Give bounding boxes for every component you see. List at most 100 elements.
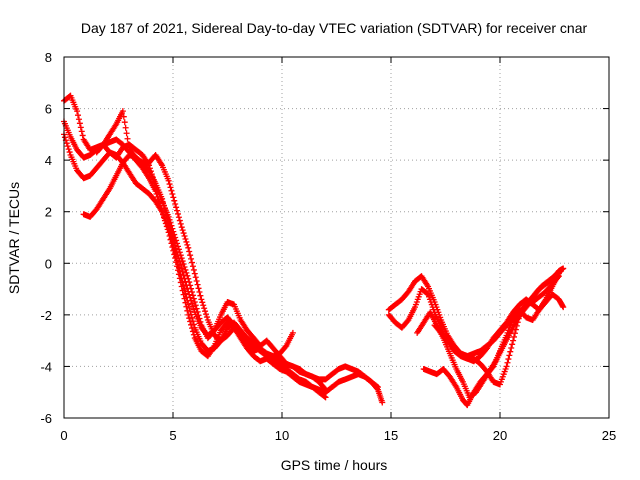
data-point (125, 141, 132, 148)
data-point (191, 270, 198, 277)
y-tick-label: -6 (40, 411, 52, 426)
data-point (194, 281, 201, 288)
data-point (200, 302, 207, 309)
data-point (74, 108, 81, 115)
data-point (379, 399, 386, 406)
data-point (182, 235, 189, 242)
y-tick-label: -2 (40, 308, 52, 323)
data-point (122, 124, 129, 131)
y-tick-label: 8 (45, 50, 52, 65)
data-point (121, 119, 128, 126)
data-point (507, 348, 514, 355)
data-point (119, 108, 126, 115)
data-point (166, 222, 173, 229)
data-point (178, 224, 185, 231)
data-point (63, 140, 70, 147)
data-point (77, 124, 84, 131)
x-tick-label: 10 (275, 428, 289, 443)
data-point (188, 297, 195, 304)
data-point (159, 195, 166, 202)
data-point (186, 248, 193, 255)
data-point (192, 302, 199, 309)
data-point (172, 200, 179, 207)
data-point (183, 303, 190, 310)
data-point (76, 120, 83, 127)
data-point (506, 352, 513, 359)
x-tick-label: 25 (602, 428, 616, 443)
data-point (182, 299, 189, 306)
data-point (374, 384, 381, 391)
data-point (504, 359, 511, 366)
data-point (168, 228, 175, 235)
y-tick-label: -4 (40, 359, 52, 374)
data-point (188, 259, 195, 266)
data-point (188, 321, 195, 328)
x-tick-label: 0 (60, 428, 67, 443)
data-point (508, 345, 515, 352)
data-point (511, 333, 518, 340)
y-axis-label: SDTVAR / TECUs (6, 182, 22, 294)
data-point (195, 285, 202, 292)
x-tick-label: 15 (384, 428, 398, 443)
data-point (189, 263, 196, 270)
data-point (193, 305, 200, 312)
data-point (163, 212, 170, 219)
data-point (184, 241, 191, 248)
data-point (188, 300, 195, 307)
series-track-j (431, 273, 562, 388)
data-point (373, 383, 380, 390)
data-point (165, 177, 172, 184)
data-point (188, 325, 195, 332)
data-point (75, 116, 82, 123)
data-point (174, 210, 181, 217)
y-tick-label: 6 (45, 102, 52, 117)
data-point (424, 290, 431, 297)
data-point (176, 258, 183, 265)
data-point (189, 328, 196, 335)
data-point (513, 322, 520, 329)
data-point (177, 220, 184, 227)
data-point (177, 279, 184, 286)
data-point (170, 235, 177, 242)
data-point (167, 225, 174, 232)
data-point (167, 236, 174, 243)
data-point (170, 194, 177, 201)
data-point (175, 255, 182, 262)
data-point (555, 273, 562, 280)
data-point (201, 305, 208, 312)
data-point (169, 191, 176, 198)
data-point (155, 196, 162, 203)
data-point (509, 341, 516, 348)
data-point (179, 258, 186, 265)
series-track-e (93, 108, 296, 360)
data-point (181, 275, 188, 282)
data-point (163, 223, 170, 230)
series-track-d (80, 151, 381, 391)
data-point (165, 219, 172, 226)
data-point (192, 274, 199, 281)
data-point (554, 274, 561, 281)
plot-frame (63, 56, 610, 419)
series-track-a (61, 92, 329, 393)
data-point (175, 271, 182, 278)
data-point (61, 134, 68, 141)
data-point (166, 233, 173, 240)
data-point (187, 294, 194, 301)
data-point (515, 315, 522, 322)
data-point (510, 337, 517, 344)
data-point (184, 307, 191, 314)
data-point (186, 315, 193, 322)
data-point (174, 267, 181, 274)
data-point (189, 303, 196, 310)
data-point (185, 311, 192, 318)
data-point (173, 245, 180, 252)
data-point (168, 187, 175, 194)
data-point (198, 296, 205, 303)
data-point (162, 209, 169, 216)
data-point (514, 319, 521, 326)
data-point (190, 331, 197, 338)
data-point (489, 364, 496, 371)
x-axis-label: GPS time / hours (281, 457, 388, 473)
data-point (322, 394, 329, 401)
